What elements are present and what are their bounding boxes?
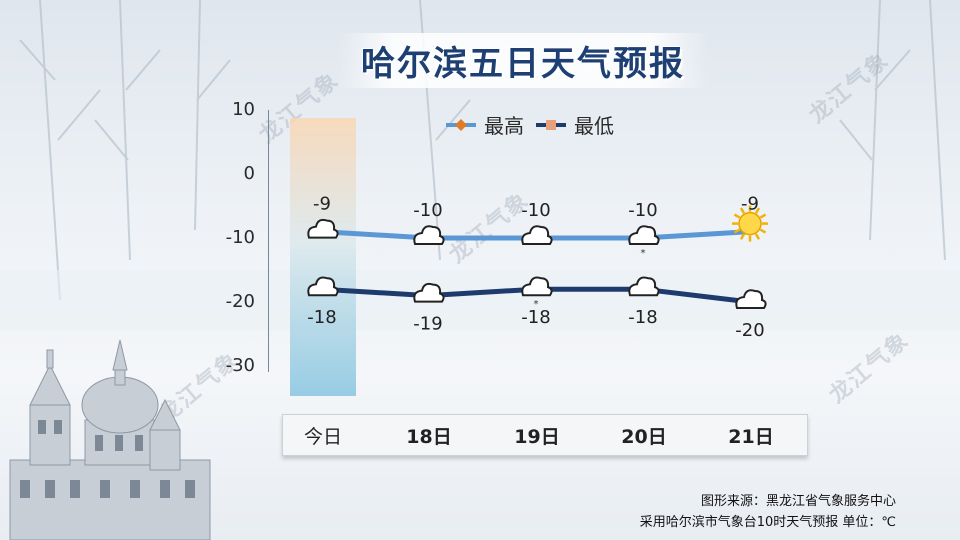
cathedral-illustration — [9, 339, 211, 540]
page-title: 哈尔滨五日天气预报 — [361, 44, 685, 84]
low-data-label: -18 — [307, 307, 336, 328]
y-tick-label: 10 — [232, 99, 255, 120]
cloud-icon — [735, 289, 767, 309]
cloud-icon — [307, 276, 339, 297]
y-tick-label: 0 — [243, 163, 255, 184]
day-label: 19日 — [514, 425, 560, 448]
y-tick-label: -30 — [225, 355, 255, 376]
svg-text:*: * — [641, 248, 646, 259]
title-banner: 哈尔滨五日天气预报 — [338, 33, 708, 88]
light-snow-icon: * — [628, 225, 660, 259]
today-highlight — [290, 118, 356, 396]
day-axis-bar: 今日 18日 19日 20日 21日 — [282, 414, 808, 456]
low-data-label: -18 — [628, 307, 657, 328]
low-data-label: -20 — [735, 320, 764, 341]
legend-high-marker — [446, 118, 476, 131]
light-snow-icon: * — [521, 276, 553, 310]
y-axis-line — [268, 110, 269, 372]
cloud-icon — [413, 282, 445, 303]
footer-note: 采用哈尔滨市气象台10时天气预报 单位：℃ — [639, 515, 896, 530]
day-label: 18日 — [406, 425, 452, 448]
footer-source: 图形来源：黑龙江省气象服务中心 — [700, 494, 896, 509]
legend-item-high: 最高 — [444, 110, 524, 139]
y-tick-label: -10 — [225, 227, 255, 248]
cloud-icon — [628, 276, 660, 297]
cloud-icon — [413, 225, 445, 245]
low-data-label: -18 — [521, 307, 550, 328]
high-data-label: -9 — [741, 194, 759, 215]
day-label: 今日 — [303, 425, 342, 448]
day-label: 20日 — [621, 425, 667, 448]
day-label: 21日 — [728, 425, 774, 448]
high-data-label: -10 — [413, 200, 442, 221]
cloud-icon — [307, 218, 339, 239]
y-tick-label: -20 — [225, 291, 255, 312]
legend-item-low: 最低 — [534, 110, 614, 139]
legend-low-marker — [536, 119, 566, 130]
sun-icon — [732, 205, 768, 242]
high-data-label: -10 — [521, 200, 550, 221]
svg-text:*: * — [534, 299, 539, 310]
high-data-label: -9 — [313, 194, 331, 215]
cloud-icon — [521, 225, 553, 245]
legend-high-label: 最高 — [484, 114, 524, 138]
high-data-label: -10 — [628, 200, 657, 221]
low-data-label: -19 — [413, 314, 442, 335]
legend-low-label: 最低 — [574, 114, 614, 138]
legend: 最高 最低 — [444, 110, 614, 139]
